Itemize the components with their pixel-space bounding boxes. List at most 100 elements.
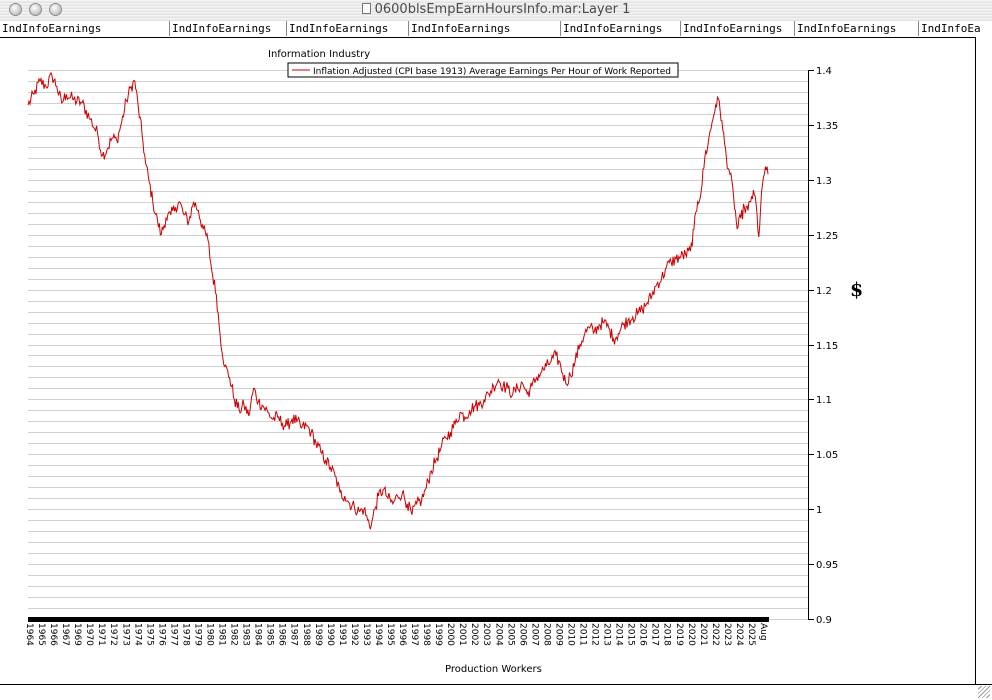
- y-tick-label: 1.4: [816, 66, 832, 77]
- x-tick-label: 1977: [168, 623, 178, 646]
- tab-indinfoearnings-2[interactable]: IndInfoEarnings: [170, 21, 287, 36]
- x-tick-label: 2017: [650, 623, 660, 646]
- x-axis-ticks: 1964 1965 1966 1967 1969 1970 1971 1972 1973 1974…: [24, 617, 769, 646]
- x-tick-label: 2022: [710, 623, 720, 646]
- x-tick-label: 2019: [674, 623, 684, 646]
- x-tick-label: 1984: [253, 623, 263, 646]
- x-tick-label: 1973: [120, 623, 130, 646]
- x-tick-label: 2006: [517, 623, 527, 646]
- layer-tab-bar: IndInfoEarnings IndInfoEarnings IndInfoE…: [0, 21, 992, 38]
- y-axis-unit-label: $: [850, 279, 863, 301]
- x-tick-label: 2001: [457, 623, 467, 646]
- series-line-inflation-adjusted-earnings: [27, 71, 769, 530]
- window-titlebar: 0600blsEmpEarnHoursInfo.mar:Layer 1: [0, 0, 992, 22]
- x-tick-label: 1985: [265, 623, 275, 646]
- x-tick-label: 1965: [36, 623, 46, 646]
- x-tick-label: 2009: [553, 623, 563, 646]
- x-tick-label: 1980: [205, 623, 215, 646]
- x-tick-label: 1999: [433, 623, 443, 646]
- x-tick-label: 1991: [337, 623, 347, 646]
- x-tick-label: 1975: [144, 623, 154, 646]
- x-tick-label: 2002: [469, 623, 479, 646]
- x-tick-label: 2000: [445, 623, 455, 646]
- legend-box: [287, 62, 679, 78]
- x-tick-label: 1967: [60, 623, 70, 646]
- y-tick-label: 1.35: [816, 121, 838, 132]
- minimize-window-button[interactable]: [29, 3, 42, 16]
- x-tick-label: 1992: [349, 623, 359, 646]
- x-tick-label: 1994: [373, 623, 383, 646]
- x-tick-label: 2007: [529, 623, 539, 646]
- x-tick-label: 2004: [493, 623, 503, 646]
- tab-indinfoearnings-4[interactable]: IndInfoEarnings: [409, 21, 561, 36]
- legend-label: Inflation Adjusted (CPI base 1913) Avera…: [313, 67, 671, 77]
- x-tick-label: 2003: [481, 623, 491, 646]
- y-tick-label: 1.15: [816, 341, 838, 352]
- tab-indinfoearnings-5[interactable]: IndInfoEarnings: [561, 21, 681, 36]
- x-tick-label: 1970: [84, 623, 94, 646]
- x-tick-label: 2025: [746, 623, 756, 646]
- x-tick-label: 1981: [217, 623, 227, 646]
- tab-indinfoearnings-3[interactable]: IndInfoEarnings: [287, 21, 409, 36]
- x-tick-label: 1964: [24, 623, 34, 646]
- x-tick-label: 1974: [132, 623, 142, 646]
- x-tick-label: 1983: [241, 623, 251, 646]
- tab-indinfoearnings-7[interactable]: IndInfoEarnings: [795, 21, 919, 36]
- x-tick-label: 2023: [722, 623, 732, 646]
- x-axis-label: Production Workers: [445, 664, 542, 675]
- chart-title: Information Industry: [268, 49, 370, 60]
- x-tick-label: 1979: [193, 623, 203, 646]
- y-tick-label: 1: [816, 505, 822, 516]
- y-tick-label: 1.05: [816, 450, 838, 461]
- x-tick-label: Aug: [758, 623, 768, 641]
- x-tick-label: 1998: [421, 623, 431, 646]
- y-axis-ticks: 1.4 1.35 1.3 1.25 1.2 1.15 1.1 1.05 1 0.95 0.9: [808, 66, 838, 626]
- resize-grip-icon[interactable]: [978, 686, 990, 698]
- y-tick-label: 1.3: [816, 176, 832, 187]
- x-tick-label: 1995: [385, 623, 395, 646]
- x-tick-label: 1978: [180, 623, 190, 646]
- x-tick-label: 1988: [301, 623, 311, 646]
- y-tick-label: 0.9: [816, 615, 832, 626]
- y-tick-label: 1.25: [816, 231, 838, 242]
- window-title: 0600blsEmpEarnHoursInfo.mar:Layer 1: [0, 2, 992, 17]
- x-tick-label: 1966: [48, 623, 58, 646]
- x-tick-label: 2008: [541, 623, 551, 646]
- x-tick-label: 1982: [229, 623, 239, 646]
- x-axis-tick-band: [28, 617, 769, 622]
- x-tick-label: 2013: [602, 623, 612, 646]
- x-tick-label: 2014: [614, 623, 624, 646]
- document-icon: [361, 3, 371, 14]
- x-tick-label: 2016: [638, 623, 648, 646]
- x-tick-label: 2020: [686, 623, 696, 646]
- x-tick-label: 1993: [361, 623, 371, 646]
- x-tick-label: 2012: [590, 623, 600, 646]
- x-tick-label: 2010: [566, 623, 576, 646]
- chart-legend: Inflation Adjusted (CPI base 1913) Avera…: [287, 62, 679, 78]
- y-tick-label: 1.2: [816, 286, 832, 297]
- close-window-button[interactable]: [9, 3, 22, 16]
- tab-indinfoearnings-1[interactable]: IndInfoEarnings: [0, 21, 170, 36]
- earnings-line-chart: 1.4 1.35 1.3 1.25 1.2 1.15 1.1 1.05 1 0.95 0.9 196…: [24, 49, 863, 675]
- x-tick-label: 1986: [277, 623, 287, 646]
- y-tick-label: 0.95: [816, 560, 838, 571]
- bottom-scroll-area[interactable]: [0, 684, 992, 700]
- x-tick-label: 2021: [698, 623, 708, 646]
- x-tick-label: 1969: [72, 623, 82, 646]
- x-tick-label: 1989: [313, 623, 323, 646]
- x-tick-label: 1976: [156, 623, 166, 646]
- tab-indinfoearnings-6[interactable]: IndInfoEarnings: [681, 21, 795, 36]
- x-tick-label: 2018: [662, 623, 672, 646]
- tab-indinfoearnings-8[interactable]: IndInfoEa: [921, 22, 981, 35]
- chart-gridlines: [28, 70, 808, 620]
- x-tick-label: 2011: [578, 623, 588, 646]
- x-tick-label: 2005: [505, 623, 515, 646]
- x-tick-label: 1997: [409, 623, 419, 646]
- zoom-window-button[interactable]: [49, 3, 62, 16]
- y-tick-label: 1.1: [816, 395, 832, 406]
- window-title-text: 0600blsEmpEarnHoursInfo.mar:Layer 1: [374, 2, 631, 17]
- right-scroll-area[interactable]: [975, 37, 992, 684]
- x-tick-label: 1971: [96, 623, 106, 646]
- x-tick-label: 2024: [734, 623, 744, 646]
- x-tick-label: 1996: [397, 623, 407, 646]
